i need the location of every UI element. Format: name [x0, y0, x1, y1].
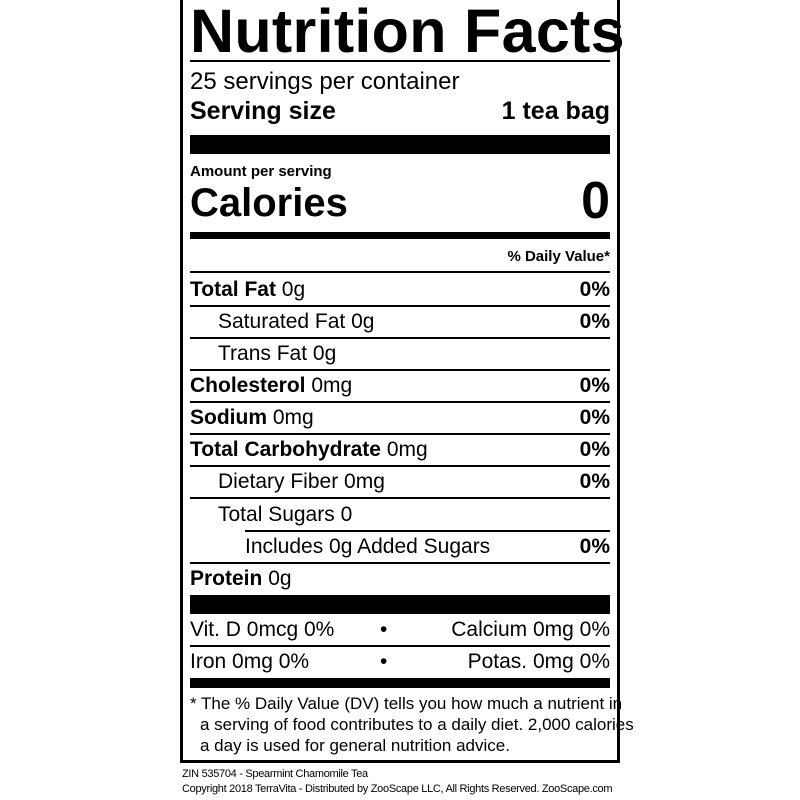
nutrient-amount: 0mg	[311, 374, 353, 397]
nutrient-amount: 0mg	[272, 406, 314, 429]
nutrition-label-border	[180, 0, 620, 763]
nutrient-name: Sodium	[190, 406, 267, 429]
nutrient-name: Total Fat	[190, 278, 276, 301]
nutrient-row-total-carbohydrate: Total Carbohydrate 0mg 0%	[190, 434, 610, 466]
serving-size-label: Serving size	[190, 97, 336, 125]
divider	[190, 337, 610, 339]
amount-per-serving: Amount per serving	[190, 163, 332, 180]
nutrient-name: Total Sugars 0	[218, 503, 353, 526]
calories-value: 0	[581, 172, 610, 230]
nutrient-row-sodium: Sodium 0mg 0%	[190, 402, 610, 434]
medium-divider	[190, 232, 610, 239]
nutrient-name: Trans Fat 0g	[218, 342, 337, 365]
daily-value-header: % Daily Value*	[507, 248, 610, 265]
nutrient-amount: 0g	[281, 278, 306, 301]
nutrient-row-cholesterol: Cholesterol 0mg 0%	[190, 370, 610, 402]
bullet: •	[380, 618, 388, 641]
divider	[190, 271, 610, 273]
nutrient-name: Dietary Fiber 0mg	[218, 470, 385, 493]
calories-label: Calories	[190, 181, 348, 225]
nutrient-row-saturated-fat: Saturated Fat 0g 0%	[190, 306, 610, 338]
divider	[190, 401, 610, 403]
nutrient-row-added-sugars: Includes 0g Added Sugars 0%	[190, 531, 610, 563]
divider	[190, 465, 610, 467]
bullet: •	[380, 650, 388, 673]
iron: Iron 0mg 0%	[190, 650, 310, 673]
nutrient-name: Includes 0g Added Sugars	[245, 535, 491, 558]
divider	[190, 60, 610, 62]
nutrient-name: Saturated Fat 0g	[218, 310, 375, 333]
divider	[190, 645, 610, 647]
nutrient-dv: 0%	[579, 438, 610, 461]
nutrient-dv: 0%	[579, 470, 610, 493]
nutrient-amount: 0mg	[386, 438, 428, 461]
divider	[190, 497, 610, 499]
divider	[190, 562, 610, 564]
thick-divider	[190, 595, 610, 614]
nutrient-dv: 0%	[579, 535, 610, 558]
medium-divider	[190, 678, 610, 688]
product-info: ZIN 535704 - Spearmint Chamomile Tea	[182, 768, 368, 780]
divider	[190, 305, 610, 307]
nutrient-row-protein: Protein 0g	[190, 563, 610, 595]
nutrient-name: Total Carbohydrate	[190, 438, 381, 461]
nutrient-row-trans-fat: Trans Fat 0g	[190, 338, 610, 370]
nutrient-row-total-fat: Total Fat 0g 0%	[190, 274, 610, 306]
potassium: Potas. 0mg 0%	[467, 650, 610, 673]
divider	[190, 369, 610, 371]
copyright: Copyright 2018 TerraVita - Distributed b…	[182, 783, 613, 795]
nutrient-amount: 0g	[268, 567, 292, 590]
footnote-line: a serving of food contributes to a daily…	[200, 715, 634, 734]
nutrient-row-dietary-fiber: Dietary Fiber 0mg 0%	[190, 466, 610, 498]
thick-divider	[190, 135, 610, 154]
serving-size-value: 1 tea bag	[501, 97, 610, 125]
nutrient-dv: 0%	[579, 374, 610, 397]
footnote-line: * The % Daily Value (DV) tells you how m…	[190, 694, 623, 713]
indented-divider	[245, 530, 610, 532]
vitamin-d: Vit. D 0mcg 0%	[190, 618, 335, 641]
nutrient-dv: 0%	[579, 310, 610, 333]
nutrient-name: Protein	[190, 567, 263, 590]
servings-per-container: 25 servings per container	[190, 68, 460, 95]
calcium: Calcium 0mg 0%	[451, 618, 610, 641]
vitamin-row: Vit. D 0mcg 0% • Calcium 0mg 0%	[190, 614, 610, 646]
vitamin-row: Iron 0mg 0% • Potas. 0mg 0%	[190, 646, 610, 678]
nutrient-name: Cholesterol	[190, 374, 306, 397]
nutrient-dv: 0%	[579, 406, 610, 429]
nutrient-dv: 0%	[579, 278, 610, 301]
footnote-line: a day is used for general nutrition advi…	[200, 736, 510, 755]
nutrient-row-total-sugars: Total Sugars 0	[190, 499, 610, 531]
label-title: Nutrition Facts	[190, 0, 625, 65]
divider	[190, 433, 610, 435]
